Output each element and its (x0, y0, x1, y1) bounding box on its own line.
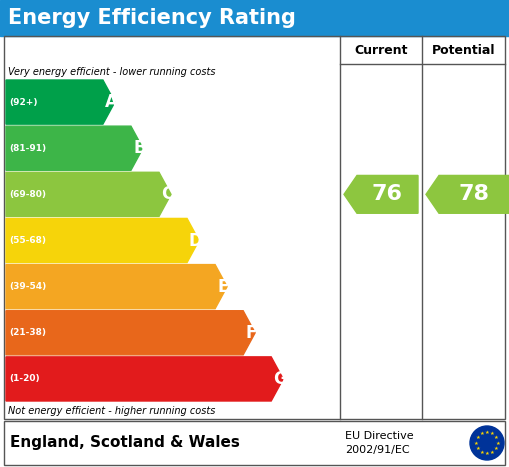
Text: England, Scotland & Wales: England, Scotland & Wales (10, 436, 240, 451)
Polygon shape (6, 311, 255, 355)
Text: B: B (133, 139, 146, 157)
Text: Current: Current (354, 43, 408, 57)
Text: F: F (246, 324, 257, 342)
Text: 78: 78 (459, 184, 490, 205)
Text: Potential: Potential (432, 43, 495, 57)
Text: D: D (188, 232, 202, 249)
Text: ★: ★ (475, 446, 480, 451)
Text: ★: ★ (494, 435, 498, 440)
Text: Not energy efficient - higher running costs: Not energy efficient - higher running co… (8, 406, 215, 416)
Text: (81-91): (81-91) (9, 144, 46, 153)
Bar (4, 421, 505, 465)
Text: (92+): (92+) (9, 98, 38, 106)
Bar (0, 0, 509, 36)
Text: C: C (161, 185, 174, 203)
Circle shape (470, 426, 504, 460)
Polygon shape (6, 219, 199, 262)
Text: (55-68): (55-68) (9, 236, 46, 245)
Text: G: G (273, 370, 287, 388)
Text: Energy Efficiency Rating: Energy Efficiency Rating (8, 8, 296, 28)
Text: Very energy efficient - lower running costs: Very energy efficient - lower running co… (8, 67, 215, 77)
Text: ★: ★ (494, 446, 498, 451)
Polygon shape (6, 265, 227, 309)
Text: ★: ★ (475, 435, 480, 440)
Bar (4, 36, 505, 419)
Polygon shape (6, 80, 115, 124)
Polygon shape (6, 357, 283, 401)
Text: 76: 76 (372, 184, 403, 205)
Text: (1-20): (1-20) (9, 375, 40, 383)
Text: (21-38): (21-38) (9, 328, 46, 337)
Polygon shape (426, 176, 509, 213)
Text: EU Directive: EU Directive (345, 431, 414, 441)
Text: (39-54): (39-54) (9, 282, 46, 291)
Text: 2002/91/EC: 2002/91/EC (345, 445, 410, 455)
Text: ★: ★ (490, 450, 495, 455)
Text: (69-80): (69-80) (9, 190, 46, 199)
Text: ★: ★ (495, 440, 500, 446)
Polygon shape (344, 176, 418, 213)
Text: ★: ★ (479, 450, 484, 455)
Polygon shape (6, 126, 143, 170)
Text: ★: ★ (485, 430, 489, 435)
Text: ★: ★ (485, 451, 489, 456)
Text: ★: ★ (490, 432, 495, 436)
Text: ★: ★ (474, 440, 479, 446)
Text: A: A (105, 93, 118, 111)
Polygon shape (6, 172, 171, 216)
Text: ★: ★ (479, 432, 484, 436)
Text: E: E (218, 278, 229, 296)
